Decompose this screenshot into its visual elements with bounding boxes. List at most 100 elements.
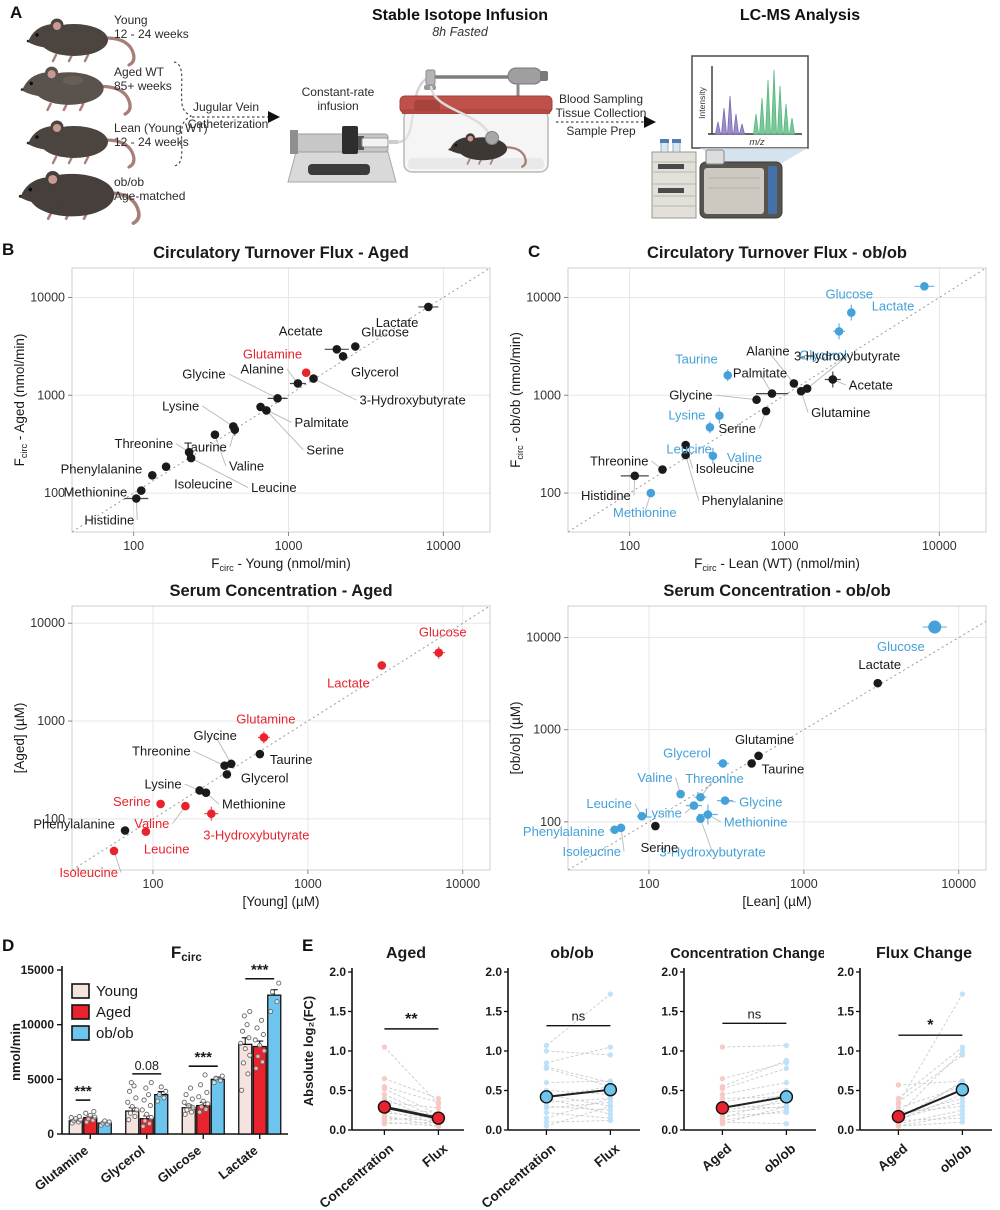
point-glutamine	[754, 751, 763, 761]
svg-text:15000: 15000	[21, 963, 55, 977]
point-phenylalanine	[681, 450, 690, 460]
point-glutamine	[796, 386, 806, 396]
svg-text:100: 100	[619, 539, 640, 553]
point-threonine	[220, 761, 229, 770]
svg-text:10000: 10000	[21, 1018, 55, 1032]
svg-text:100: 100	[143, 877, 164, 891]
svg-text:Phenylalanine: Phenylalanine	[523, 824, 605, 839]
point-lysine	[689, 801, 699, 810]
svg-text:Histidine: Histidine	[581, 488, 631, 503]
point-isoleucine	[161, 462, 171, 472]
svg-text:Aged: Aged	[699, 1141, 734, 1174]
svg-text:Serum Concentration - ob/ob: Serum Concentration - ob/ob	[663, 582, 890, 600]
mouse-young-desc: 12 - 24 weeks	[114, 27, 189, 41]
svg-text:Glutamine: Glutamine	[811, 405, 870, 420]
point-phenylalanine	[148, 470, 157, 480]
svg-text:5000: 5000	[27, 1072, 54, 1086]
svg-text:3-Hydroxybutyrate: 3-Hydroxybutyrate	[794, 349, 900, 364]
point-serine	[262, 406, 271, 415]
mean-point-ob/ob	[955, 1083, 970, 1097]
svg-text:nmol/min: nmol/min	[8, 1023, 23, 1081]
svg-text:Aged: Aged	[386, 945, 426, 962]
svg-text:Leucine: Leucine	[251, 480, 297, 495]
svg-text:Lysine: Lysine	[668, 408, 705, 423]
mouse-obob-desc: Age-matched	[114, 189, 185, 203]
svg-text:Threonine: Threonine	[685, 771, 744, 786]
sampling-label-1: Blood Sampling	[559, 92, 643, 106]
mouse-cage	[399, 95, 553, 173]
svg-text:1.5: 1.5	[837, 1005, 854, 1019]
svg-text:100: 100	[540, 486, 561, 500]
point-isoleucine	[616, 823, 626, 833]
pump-label-2: infusion	[317, 99, 358, 113]
svg-text:Isoleucine: Isoleucine	[174, 477, 233, 492]
svg-text:Acetate: Acetate	[849, 377, 893, 392]
panel-a-schematic: A Young 12 - 24 weeks Aged WT 85+ weeks …	[10, 3, 860, 225]
pump-label-1: Constant-rate	[302, 85, 375, 99]
mouse-lean-label: Lean (Young WT)	[114, 121, 208, 135]
mouse-obob-label: ob/ob	[114, 175, 144, 189]
spectrum-xlabel: m/z	[749, 137, 765, 148]
svg-text:Phenylalanine: Phenylalanine	[33, 817, 115, 832]
svg-text:1.5: 1.5	[485, 1005, 502, 1019]
svg-text:10000: 10000	[526, 290, 561, 304]
point-lactate	[424, 302, 433, 312]
svg-text:1000: 1000	[533, 388, 561, 402]
svg-text:[Young] (µM): [Young] (µM)	[242, 894, 319, 909]
mean-point-concentration	[539, 1090, 554, 1104]
svg-text:Lysine: Lysine	[162, 398, 199, 413]
svg-text:Methionine: Methionine	[613, 505, 677, 520]
point-palmitate	[767, 389, 777, 398]
mouse-aged-label: Aged WT	[114, 65, 165, 79]
svg-text:Circulatory Turnover Flux - ob: Circulatory Turnover Flux - ob/ob	[647, 244, 907, 262]
svg-text:Concentration: Concentration	[479, 1141, 559, 1208]
lcms-title: LC-MS Analysis	[740, 7, 860, 24]
bar-ob/ob-lactate	[267, 994, 282, 1135]
panel-a-artwork	[18, 18, 809, 225]
svg-text:Taurine: Taurine	[270, 752, 313, 767]
svg-text:Methionine: Methionine	[724, 815, 788, 830]
svg-text:Lysine: Lysine	[645, 806, 682, 821]
svg-text:1.5: 1.5	[661, 1005, 678, 1019]
point-histidine	[131, 494, 141, 503]
svg-text:Threonine: Threonine	[115, 436, 174, 451]
svg-text:10000: 10000	[922, 539, 957, 553]
svg-text:Concentration: Concentration	[317, 1141, 397, 1208]
point-3-hydroxybutyrate	[207, 809, 216, 818]
point-valine	[708, 451, 718, 461]
sampling-label-2: Tissue Collection	[556, 106, 647, 120]
svg-text:Glucose: Glucose	[154, 1143, 204, 1186]
spectrum-ylabel: Intensity	[697, 86, 707, 118]
svg-text:[Lean] (µM): [Lean] (µM)	[742, 894, 811, 909]
point-phenylalanine	[120, 826, 130, 835]
svg-text:Glucose: Glucose	[877, 639, 925, 654]
svg-text:Fcirc: Fcirc	[171, 943, 203, 964]
point-leucine	[186, 453, 196, 463]
point-isoleucine	[109, 846, 119, 856]
svg-text:Lactate: Lactate	[872, 298, 915, 313]
sampling-label-3: Sample Prep	[566, 124, 636, 138]
point-glycerol	[338, 352, 348, 361]
svg-text:2.0: 2.0	[661, 965, 678, 979]
svg-text:100: 100	[639, 877, 660, 891]
svg-text:Lactate: Lactate	[376, 315, 419, 330]
point-glutamine	[259, 733, 269, 742]
svg-text:Serine: Serine	[718, 421, 756, 436]
svg-text:Glycine: Glycine	[669, 388, 712, 403]
svg-text:3-Hydroxybutyrate: 3-Hydroxybutyrate	[203, 828, 309, 843]
point-taurine	[723, 370, 733, 380]
point-glycerol	[718, 759, 728, 768]
point-alanine	[789, 379, 799, 388]
svg-text:0.0: 0.0	[329, 1123, 346, 1137]
panel-label-c: C	[528, 242, 541, 261]
svg-text:2.0: 2.0	[837, 965, 854, 979]
syringe-pump	[287, 126, 398, 183]
chart-paired-flux-change: 0.0 0.5 1.0 1.5 2.0 * Aged ob/ob Flux Change	[828, 940, 1000, 1210]
svg-text:10000: 10000	[426, 539, 461, 553]
point-lactate	[920, 281, 929, 291]
svg-text:Lactate: Lactate	[215, 1143, 260, 1183]
svg-text:1000: 1000	[771, 539, 799, 553]
point-threonine	[696, 792, 705, 802]
svg-text:Leucine: Leucine	[144, 842, 190, 857]
svg-text:0.5: 0.5	[837, 1084, 854, 1098]
